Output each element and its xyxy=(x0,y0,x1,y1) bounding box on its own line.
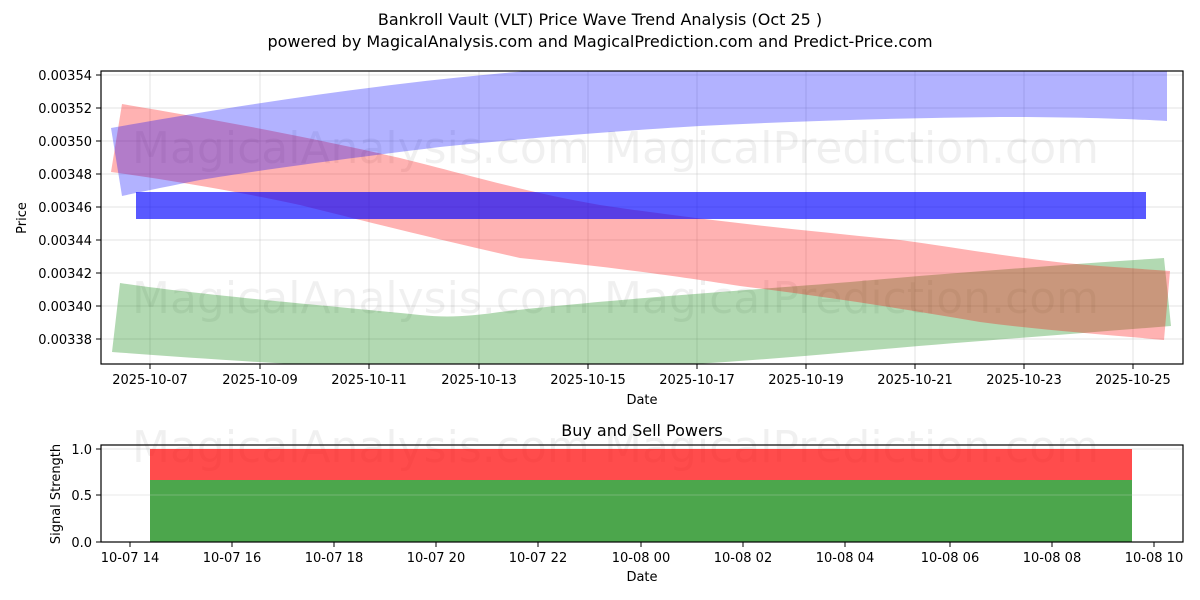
y-tick-label: 0.00342 xyxy=(38,267,92,282)
y-tick-label: 0.00338 xyxy=(38,333,92,348)
buy-sell-title: Buy and Sell Powers xyxy=(561,421,723,440)
watermark: MagicalAnalysis.com xyxy=(132,273,590,324)
x-tick-label: 2025-10-07 xyxy=(112,373,188,388)
x-tick-label: 10-07 22 xyxy=(509,551,567,566)
y-tick-label: 0.00354 xyxy=(38,69,92,84)
buy-sell-axes-frame xyxy=(100,444,1184,543)
chart-subtitle: powered by MagicalAnalysis.com and Magic… xyxy=(267,32,933,51)
y-tick-label: 0.00344 xyxy=(38,234,92,249)
y-axis-label: Price xyxy=(15,202,30,234)
x-tick-label: 10-08 04 xyxy=(816,551,874,566)
green-wave-band xyxy=(112,258,1171,364)
chart-title: Bankroll Vault (VLT) Price Wave Trend An… xyxy=(377,10,823,29)
buy-sell-chart: Buy and Sell Powers MagicalAnalysis.com … xyxy=(49,421,1184,585)
x-tick-label: 10-08 06 xyxy=(921,551,979,566)
y-tick-label: 0.00340 xyxy=(38,300,92,315)
x-axis-label: Date xyxy=(626,393,657,408)
y-tick-label: 0.00352 xyxy=(38,102,92,117)
x-tick-label: 2025-10-15 xyxy=(550,373,626,388)
price-axes-frame xyxy=(100,70,1184,365)
blue-constant-band xyxy=(136,192,1146,219)
price-x-axis: 2025-10-07 2025-10-09 2025-10-11 2025-10… xyxy=(112,364,1171,408)
buy-sell-y-axis: 1.0 0.5 0.0 Signal Strength xyxy=(49,443,101,551)
x-tick-label: 10-07 14 xyxy=(101,551,159,566)
y-tick-label: 0.00348 xyxy=(38,168,92,183)
x-tick-label: 10-08 02 xyxy=(714,551,772,566)
x-tick-label: 2025-10-23 xyxy=(986,373,1062,388)
red-wave-band xyxy=(111,104,1170,340)
x-tick-label: 2025-10-09 xyxy=(222,373,298,388)
x-tick-label: 10-08 00 xyxy=(612,551,670,566)
sell-power-bar xyxy=(150,449,1132,480)
price-y-axis: 0.00354 0.00352 0.00350 0.00348 0.00346 … xyxy=(15,69,101,348)
y-tick-label: 0.5 xyxy=(71,489,92,504)
x-tick-label: 10-07 16 xyxy=(203,551,261,566)
buy-power-bar xyxy=(150,480,1132,542)
y-axis-label: Signal Strength xyxy=(49,444,64,544)
x-tick-label: 10-08 10 xyxy=(1125,551,1183,566)
x-tick-label: 2025-10-11 xyxy=(331,373,407,388)
x-tick-label: 10-07 18 xyxy=(305,551,363,566)
x-tick-label: 10-08 08 xyxy=(1023,551,1081,566)
x-tick-label: 2025-10-19 xyxy=(768,373,844,388)
y-tick-label: 0.00350 xyxy=(38,135,92,150)
blue-wave-band xyxy=(111,71,1167,196)
x-tick-label: 10-07 20 xyxy=(407,551,465,566)
x-tick-label: 2025-10-17 xyxy=(659,373,735,388)
x-tick-label: 2025-10-21 xyxy=(877,373,953,388)
y-tick-label: 1.0 xyxy=(71,443,92,458)
watermark: MagicalPrediction.com xyxy=(604,123,1099,174)
price-chart: MagicalAnalysis.com MagicalPrediction.co… xyxy=(15,69,1184,408)
x-tick-label: 2025-10-25 xyxy=(1095,373,1171,388)
y-tick-label: 0.0 xyxy=(71,536,92,551)
watermark: MagicalPrediction.com xyxy=(604,273,1099,324)
buy-sell-x-axis: 10-07 14 10-07 16 10-07 18 10-07 20 10-0… xyxy=(101,542,1183,585)
x-axis-label: Date xyxy=(626,570,657,585)
x-tick-label: 2025-10-13 xyxy=(441,373,517,388)
y-tick-label: 0.00346 xyxy=(38,201,92,216)
watermark: MagicalAnalysis.com xyxy=(132,123,590,174)
